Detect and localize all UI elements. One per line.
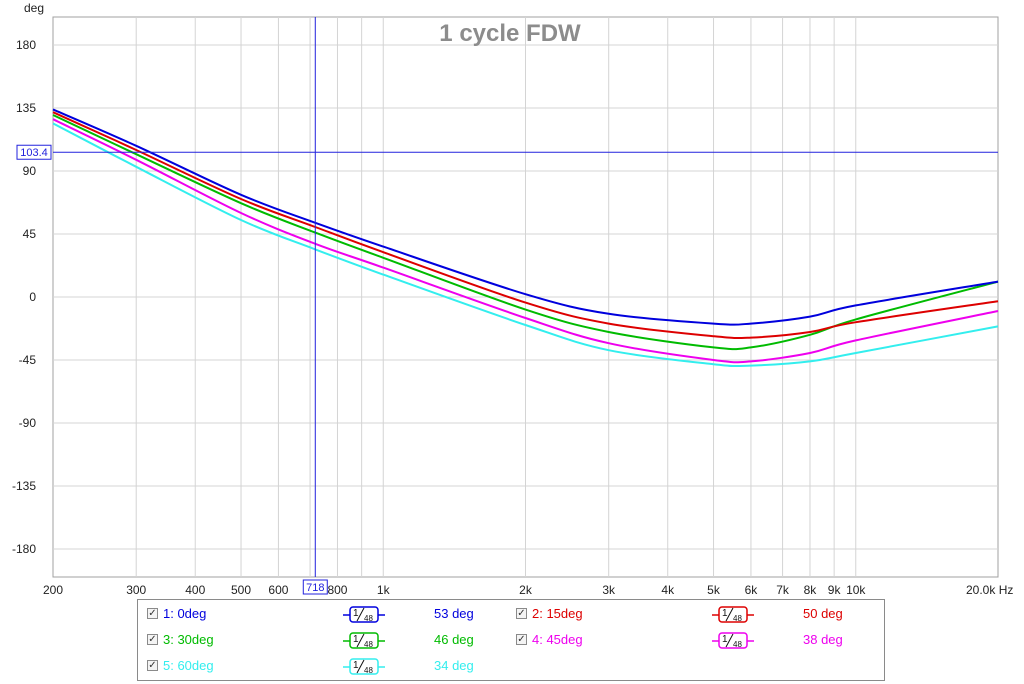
checkbox-icon[interactable]: ✓ <box>147 660 158 671</box>
x-tick-label: 4k <box>661 583 675 597</box>
series-line-3-30deg <box>52 114 999 351</box>
cursor-y-label: 103.4 <box>20 147 48 159</box>
x-tick-label: 2k <box>519 583 533 597</box>
y-tick-label: 0 <box>29 290 36 304</box>
legend-series-name[interactable]: 3: 30deg <box>163 632 214 647</box>
x-tick-label: 8k <box>804 583 818 597</box>
smoothing-numerator: 1 <box>722 634 728 645</box>
x-tick-label: 800 <box>327 583 347 597</box>
smoothing-icon[interactable]: 1 48 <box>343 632 385 649</box>
checkbox-icon[interactable]: ✓ <box>147 608 158 619</box>
smoothing-denominator: 48 <box>733 614 742 623</box>
series-line-4-45deg <box>52 118 999 364</box>
series-line-5-60deg <box>52 122 999 368</box>
legend-item[interactable]: ✓ 4: 45deg 1 48 38 deg <box>516 631 866 649</box>
smoothing-numerator: 1 <box>353 634 359 645</box>
tick-labels: -180 -135 -90 -45 0 45 90 135 180 200 300 400 500 600… <box>12 38 1013 597</box>
y-tick-label: -180 <box>12 542 36 556</box>
checkbox-icon[interactable]: ✓ <box>516 608 527 619</box>
smoothing-numerator: 1 <box>722 608 728 619</box>
smoothing-icon[interactable]: 1 48 <box>343 606 385 623</box>
x-tick-label: 9k <box>828 583 842 597</box>
phase-chart[interactable]: 103.4 718 -180 -135 -90 -45 0 45 90 135 180 200 300… <box>0 0 1024 598</box>
legend-item[interactable]: ✓ 2: 15deg 1 48 50 deg <box>516 605 866 623</box>
legend-cursor-value: 34 deg <box>434 658 474 673</box>
legend-series-name[interactable]: 1: 0deg <box>163 606 207 621</box>
y-axis-label: deg <box>24 1 44 15</box>
y-tick-label: -135 <box>12 479 36 493</box>
series-lines <box>52 108 999 368</box>
x-tick-label: 300 <box>126 583 146 597</box>
x-tick-label: 200 <box>43 583 63 597</box>
smoothing-denominator: 48 <box>364 614 373 623</box>
legend-cursor-value: 46 deg <box>434 632 474 647</box>
legend-item[interactable]: ✓ 1: 0deg 1 48 53 deg <box>147 605 497 623</box>
cursor-x-box <box>302 579 328 595</box>
series-line-1-0deg <box>52 108 999 326</box>
x-tick-label: 6k <box>745 583 759 597</box>
smoothing-denominator: 48 <box>364 666 373 675</box>
smoothing-denominator: 48 <box>733 640 742 649</box>
smoothing-denominator: 48 <box>364 640 373 649</box>
series-line-2-15deg <box>52 111 999 340</box>
legend: ✓ 1: 0deg 1 48 53 deg ✓ 2: 15deg 1 48 50 deg ✓ 3: 3… <box>137 599 885 681</box>
x-tick-label: 1k <box>377 583 391 597</box>
legend-series-name[interactable]: 4: 45deg <box>532 632 583 647</box>
grid <box>53 17 998 577</box>
x-tick-label: 400 <box>185 583 205 597</box>
cursor-x-label: 718 <box>306 582 324 594</box>
legend-item[interactable]: ✓ 5: 60deg 1 48 34 deg <box>147 657 497 675</box>
legend-series-name[interactable]: 2: 15deg <box>532 606 583 621</box>
y-tick-label: 90 <box>23 164 37 178</box>
legend-item[interactable]: ✓ 3: 30deg 1 48 46 deg <box>147 631 497 649</box>
cursor-y-box <box>16 144 52 160</box>
y-tick-label: 135 <box>16 101 36 115</box>
checkbox-icon[interactable]: ✓ <box>516 634 527 645</box>
legend-cursor-value: 38 deg <box>803 632 843 647</box>
x-tick-label: 20.0k Hz <box>966 583 1013 597</box>
legend-series-name[interactable]: 5: 60deg <box>163 658 214 673</box>
y-tick-label: 180 <box>16 38 36 52</box>
cursor[interactable]: 103.4 718 <box>16 17 998 595</box>
chart-title: 1 cycle FDW <box>439 20 581 47</box>
smoothing-numerator: 1 <box>353 608 359 619</box>
y-tick-label: -45 <box>19 353 37 367</box>
x-tick-label: 600 <box>268 583 288 597</box>
smoothing-icon[interactable]: 1 48 <box>712 606 754 623</box>
x-tick-label: 5k <box>707 583 721 597</box>
smoothing-icon[interactable]: 1 48 <box>712 632 754 649</box>
smoothing-icon[interactable]: 1 48 <box>343 658 385 675</box>
x-tick-label: 10k <box>846 583 866 597</box>
x-tick-label: 500 <box>231 583 251 597</box>
x-tick-label: 7k <box>776 583 790 597</box>
legend-cursor-value: 50 deg <box>803 606 843 621</box>
y-tick-label: 45 <box>23 227 37 241</box>
checkbox-icon[interactable]: ✓ <box>147 634 158 645</box>
legend-cursor-value: 53 deg <box>434 606 474 621</box>
smoothing-numerator: 1 <box>353 660 359 671</box>
x-tick-label: 3k <box>602 583 616 597</box>
y-tick-label: -90 <box>19 416 37 430</box>
